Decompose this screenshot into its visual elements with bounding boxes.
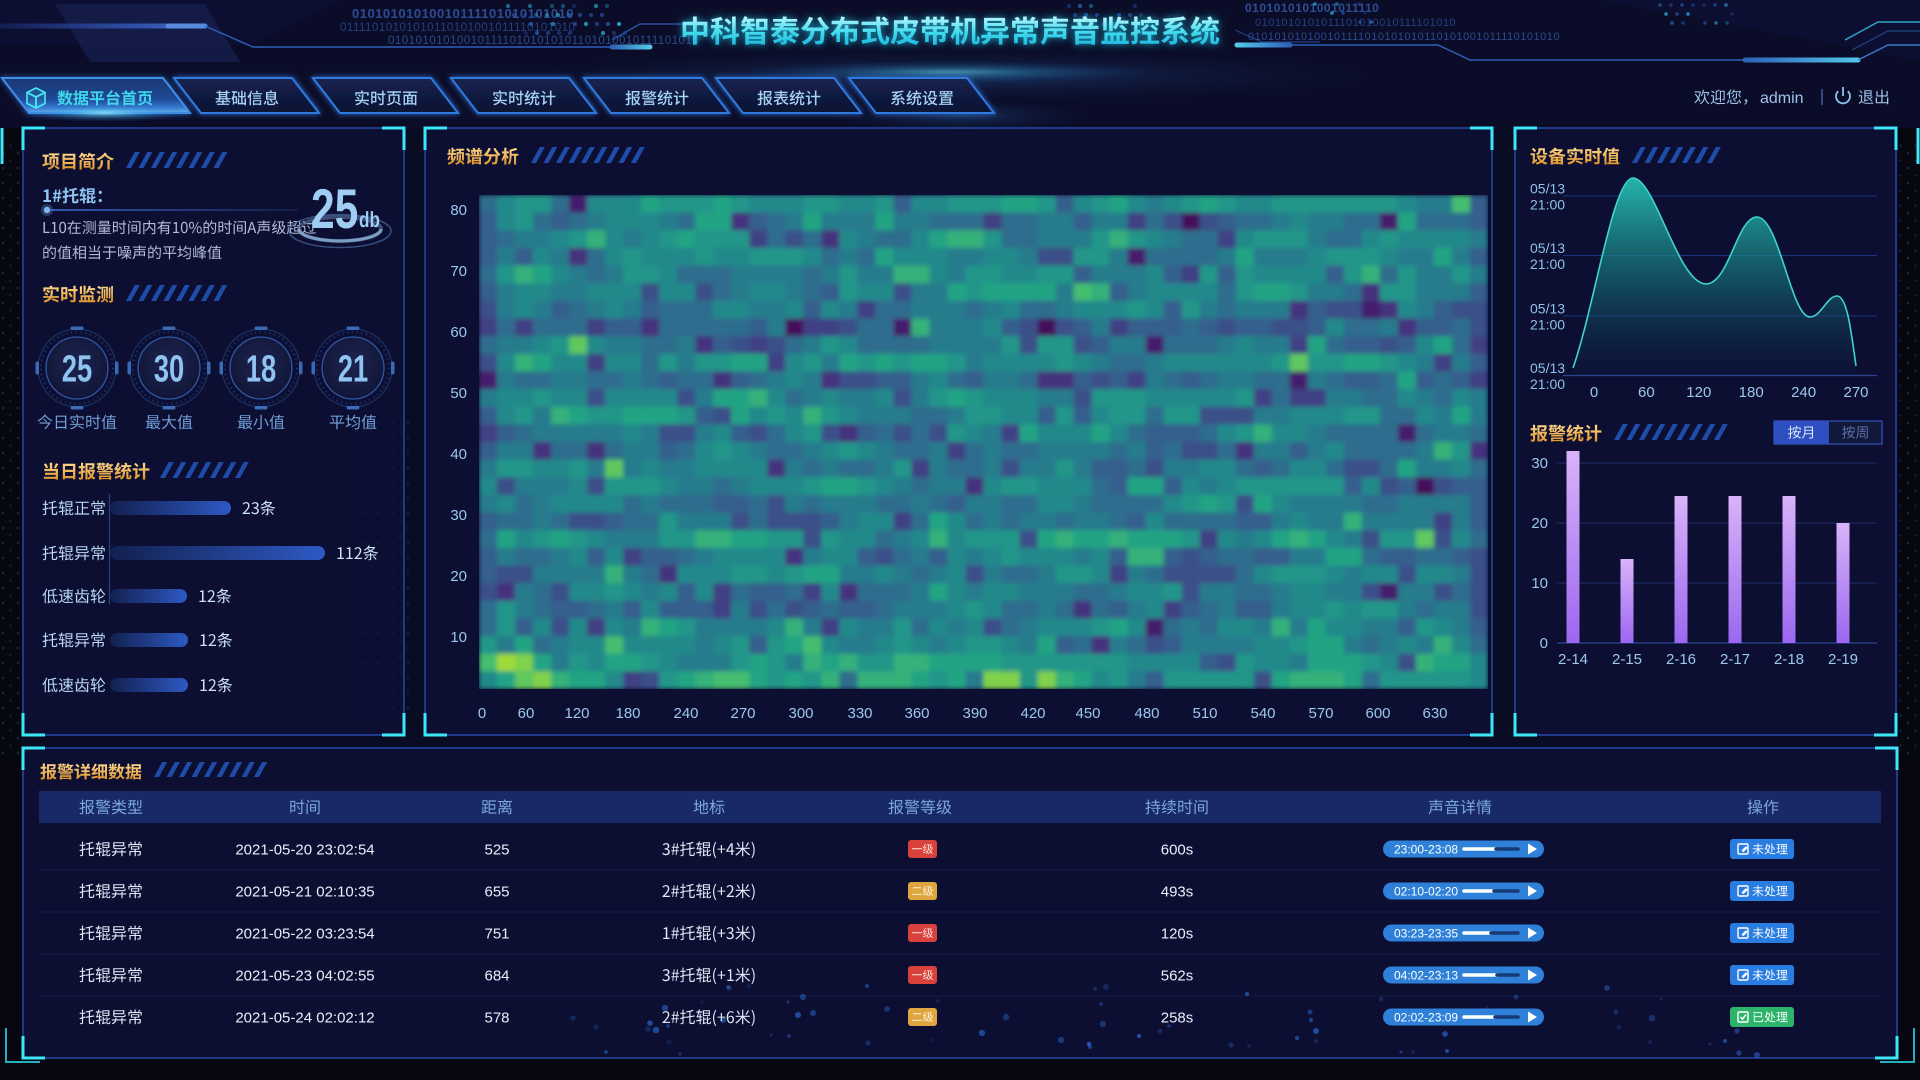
- svg-text:05/13: 05/13: [1530, 240, 1565, 256]
- svg-text:240: 240: [673, 705, 698, 722]
- svg-text:2-14: 2-14: [1558, 651, 1588, 668]
- svg-text:40: 40: [450, 446, 467, 463]
- svg-text:0101010101001011110: 0101010101001011110: [1245, 1, 1379, 15]
- svg-text:510: 510: [1192, 705, 1217, 722]
- svg-text:21:00: 21:00: [1530, 256, 1565, 272]
- svg-text:240: 240: [1791, 384, 1816, 401]
- svg-text:10: 10: [1531, 575, 1548, 592]
- svg-text:270: 270: [1843, 384, 1868, 401]
- svg-text:360: 360: [904, 705, 929, 722]
- svg-text:2021-05-20 23:02:54: 2021-05-20 23:02:54: [235, 842, 374, 859]
- svg-text:02:10-02:20: 02:10-02:20: [1394, 885, 1458, 899]
- svg-text:70: 70: [450, 263, 467, 280]
- svg-text:270: 270: [730, 705, 755, 722]
- svg-text:0: 0: [1540, 635, 1548, 652]
- svg-text:2-18: 2-18: [1774, 651, 1804, 668]
- svg-text:admin: admin: [1760, 90, 1804, 107]
- svg-text:390: 390: [962, 705, 987, 722]
- svg-text:01010101010010111101010101010: 01010101010010111101010101010: [352, 6, 574, 21]
- svg-text:480: 480: [1134, 705, 1159, 722]
- svg-text:120: 120: [1686, 384, 1711, 401]
- svg-text:50: 50: [450, 385, 467, 402]
- svg-text:2021-05-22 03:23:54: 2021-05-22 03:23:54: [235, 926, 374, 943]
- svg-text:258s: 258s: [1161, 1010, 1194, 1027]
- svg-text:600: 600: [1365, 705, 1390, 722]
- svg-text:180: 180: [615, 705, 640, 722]
- svg-text:010101010101110101001011110101: 0101010101011101010010111101010: [1255, 17, 1456, 29]
- svg-text:180: 180: [1739, 384, 1764, 401]
- svg-text:60: 60: [518, 705, 535, 722]
- svg-text:751: 751: [484, 926, 509, 943]
- svg-text:05/13: 05/13: [1530, 181, 1565, 197]
- svg-text:010101010100101111010101010110: 0101010101001011110101010101101010010111…: [388, 35, 699, 47]
- svg-text:21:00: 21:00: [1530, 376, 1565, 392]
- svg-text:2-15: 2-15: [1612, 651, 1642, 668]
- svg-text:578: 578: [484, 1010, 509, 1027]
- svg-text:655: 655: [484, 884, 509, 901]
- svg-text:2-19: 2-19: [1828, 651, 1858, 668]
- svg-text:02:02-23:09: 02:02-23:09: [1394, 1011, 1458, 1025]
- svg-text:420: 420: [1020, 705, 1045, 722]
- svg-text:05/13: 05/13: [1530, 301, 1565, 317]
- svg-text:21:00: 21:00: [1530, 197, 1565, 213]
- svg-text:21:00: 21:00: [1530, 317, 1565, 333]
- svg-text:300: 300: [788, 705, 813, 722]
- svg-text:0: 0: [1590, 384, 1598, 401]
- svg-text:540: 540: [1250, 705, 1275, 722]
- svg-text:20: 20: [450, 568, 467, 585]
- svg-text:493s: 493s: [1161, 884, 1194, 901]
- svg-text:120s: 120s: [1161, 926, 1194, 943]
- svg-text:2021-05-24 02:02:12: 2021-05-24 02:02:12: [235, 1010, 374, 1027]
- svg-text:010101010100101111010101010110: 0101010101001011110101010101101010010111…: [1248, 31, 1560, 43]
- svg-text:2-17: 2-17: [1720, 651, 1750, 668]
- svg-text:30: 30: [1531, 455, 1548, 472]
- svg-text:80: 80: [450, 202, 467, 219]
- svg-text:630: 630: [1422, 705, 1447, 722]
- svg-text:2-16: 2-16: [1666, 651, 1696, 668]
- svg-text:2021-05-21 02:10:35: 2021-05-21 02:10:35: [235, 884, 374, 901]
- svg-text:570: 570: [1308, 705, 1333, 722]
- svg-text:05/13: 05/13: [1530, 360, 1565, 376]
- svg-text:2021-05-23 04:02:55: 2021-05-23 04:02:55: [235, 968, 374, 985]
- svg-text:684: 684: [484, 968, 509, 985]
- svg-text:60: 60: [1638, 384, 1655, 401]
- svg-text:23:00-23:08: 23:00-23:08: [1394, 843, 1458, 857]
- svg-text:120: 120: [564, 705, 589, 722]
- svg-text:60: 60: [450, 324, 467, 341]
- svg-text:0: 0: [478, 705, 486, 722]
- svg-text:600s: 600s: [1161, 842, 1194, 859]
- svg-text:04:02-23:13: 04:02-23:13: [1394, 969, 1458, 983]
- svg-text:10: 10: [450, 629, 467, 646]
- svg-text:20: 20: [1531, 515, 1548, 532]
- svg-text:30: 30: [450, 507, 467, 524]
- svg-text:011110101010101101010010111101: 01111010101010110101001011110101010: [340, 22, 575, 34]
- svg-text:562s: 562s: [1161, 968, 1194, 985]
- svg-text:525: 525: [484, 842, 509, 859]
- svg-text:03:23-23:35: 03:23-23:35: [1394, 927, 1458, 941]
- svg-text:330: 330: [847, 705, 872, 722]
- svg-text:450: 450: [1075, 705, 1100, 722]
